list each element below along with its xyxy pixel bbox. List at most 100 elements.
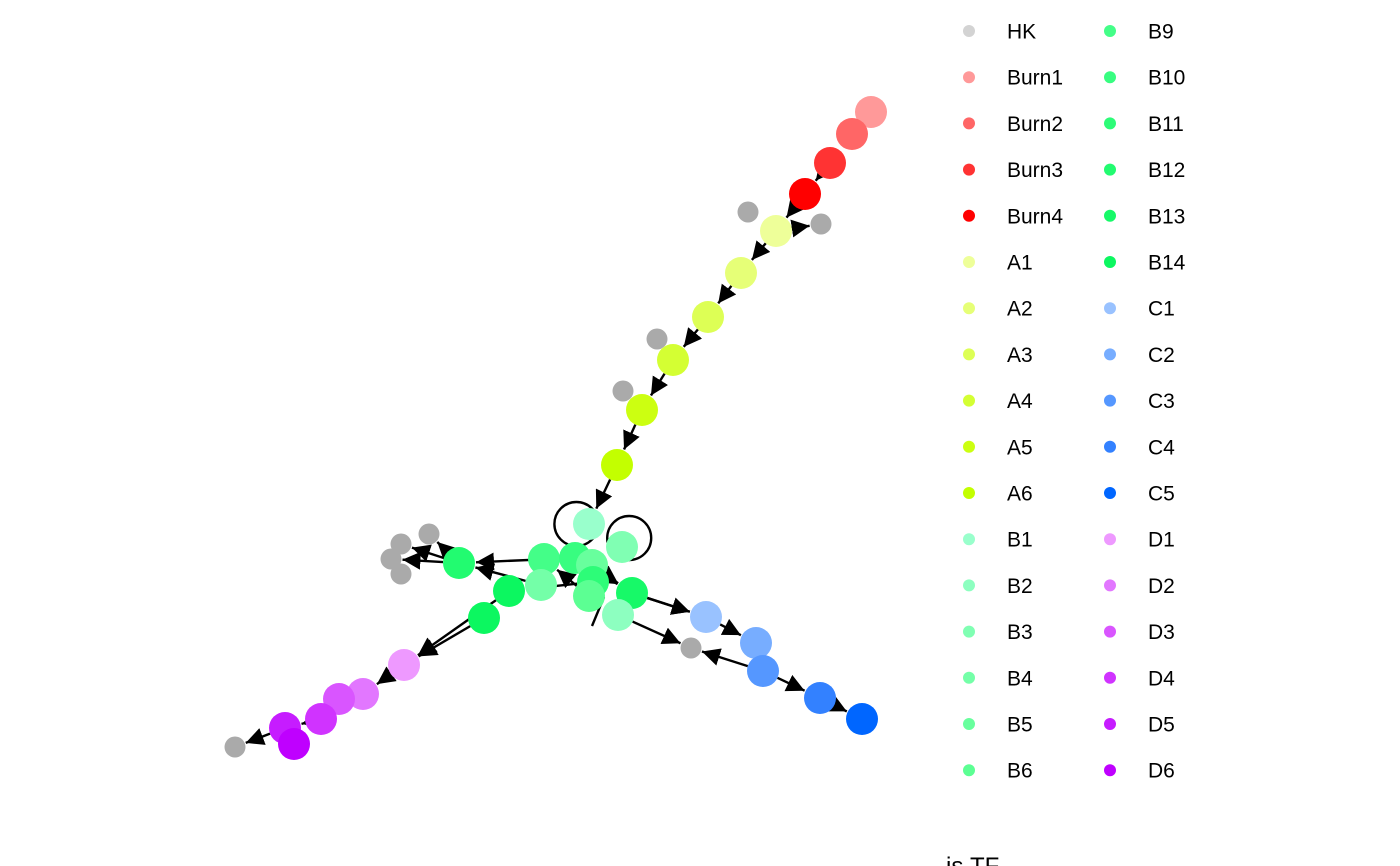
legend-label: HK <box>1007 21 1036 44</box>
legend-swatch <box>963 533 975 546</box>
legend-item: D1 <box>1104 529 1175 552</box>
legend-label: C5 <box>1148 483 1175 506</box>
node-c5 <box>846 703 878 735</box>
edge <box>301 710 322 729</box>
legend-label: D4 <box>1148 667 1175 690</box>
node-a3 <box>692 301 724 333</box>
legend-swatch <box>1104 163 1116 176</box>
legend: HK Burn1 Burn2 Burn3 Burn4 A1 A2 A3 A4 A5 A6 B1 B2 B3… <box>963 21 1186 783</box>
legend-label: D6 <box>1148 760 1175 783</box>
legend-item: A5 <box>963 436 1033 459</box>
edge <box>785 197 805 219</box>
legend-label: D2 <box>1148 575 1175 598</box>
legend-swatch <box>1104 348 1116 361</box>
legend-label: B1 <box>1007 529 1033 552</box>
edge <box>717 283 737 305</box>
legend-swatch <box>963 348 975 361</box>
legend-label: A3 <box>1007 344 1033 367</box>
legend-label: B4 <box>1007 667 1033 690</box>
node-b14 <box>468 602 500 634</box>
legend-item: Burn2 <box>963 113 1063 136</box>
node-c1 <box>690 601 722 633</box>
nodes-layer <box>224 96 887 760</box>
legend-label: B11 <box>1148 113 1184 136</box>
legend-swatch <box>1104 579 1116 592</box>
legend-item: Burn4 <box>963 205 1063 228</box>
edge <box>418 625 471 658</box>
edge <box>701 648 749 668</box>
legend-label: Burn3 <box>1007 159 1063 182</box>
node-a2 <box>725 257 757 289</box>
legend-item: B9 <box>1104 21 1174 44</box>
legend-label: A6 <box>1007 483 1033 506</box>
legend-swatch <box>1104 487 1116 499</box>
legend-item: D5 <box>1104 714 1175 737</box>
node-b12 <box>443 547 475 579</box>
edge <box>622 424 640 451</box>
legend-item: B12 <box>1104 159 1185 182</box>
legend-label: A4 <box>1007 390 1033 413</box>
legend-swatch <box>963 163 975 176</box>
legend-swatch <box>963 117 975 130</box>
legend-item: A2 <box>963 298 1033 321</box>
legend-swatch <box>1104 625 1116 638</box>
node-hk <box>646 328 668 350</box>
node-hk <box>380 548 402 570</box>
legend-item: Burn1 <box>963 67 1063 90</box>
edges-layer <box>245 161 848 745</box>
legend-label: B12 <box>1148 159 1185 182</box>
node-burn4 <box>789 178 821 210</box>
legend-label: B9 <box>1148 21 1174 44</box>
legend-label: C1 <box>1148 298 1175 321</box>
legend-item: B14 <box>1104 252 1186 275</box>
node-b14 <box>493 575 525 607</box>
legend-label: B13 <box>1148 205 1185 228</box>
node-hk <box>612 380 634 402</box>
legend-swatch <box>963 764 975 777</box>
legend-swatch <box>963 71 975 84</box>
legend-swatch <box>963 671 975 684</box>
legend-item: D6 <box>1104 760 1175 783</box>
legend-label: Burn4 <box>1007 205 1063 228</box>
legend-item: A3 <box>963 344 1033 367</box>
legend-label: Burn2 <box>1007 113 1063 136</box>
node-d4 <box>305 703 337 735</box>
legend-item: A4 <box>963 390 1033 413</box>
legend-label: D3 <box>1148 621 1175 644</box>
node-b6 <box>573 580 605 612</box>
legend-item: B13 <box>1104 205 1185 228</box>
legend-item: B1 <box>963 529 1033 552</box>
legend-label: D1 <box>1148 529 1175 552</box>
node-d2 <box>347 678 379 710</box>
legend-swatch <box>963 25 975 37</box>
legend-label: A2 <box>1007 298 1033 321</box>
legend-item: B3 <box>963 621 1033 644</box>
node-hk <box>390 533 412 555</box>
legend-label: C4 <box>1148 436 1175 459</box>
legend-swatch <box>963 302 975 315</box>
legend-swatch <box>1104 25 1116 37</box>
edge <box>826 695 848 713</box>
node-hk <box>737 201 759 223</box>
edge <box>376 666 397 686</box>
edge <box>776 674 806 692</box>
legend-label: D5 <box>1148 714 1175 737</box>
legend-label: B2 <box>1007 575 1033 598</box>
legend-item: B6 <box>963 760 1033 783</box>
legend-swatch <box>963 625 975 638</box>
node-b9 <box>528 543 560 575</box>
legend-item: B10 <box>1104 67 1185 90</box>
legend-swatch <box>1104 671 1116 684</box>
legend-label: B10 <box>1148 67 1185 90</box>
edge <box>814 161 834 182</box>
legend-item: A6 <box>963 483 1033 506</box>
node-b1 <box>573 508 605 540</box>
node-b3 <box>606 531 638 563</box>
legend-swatch <box>963 256 975 268</box>
legend-swatch <box>963 209 975 222</box>
legend-swatch <box>1104 533 1116 546</box>
node-hk <box>390 563 412 585</box>
legend-swatch <box>963 718 975 730</box>
legend-swatch <box>1104 394 1116 407</box>
